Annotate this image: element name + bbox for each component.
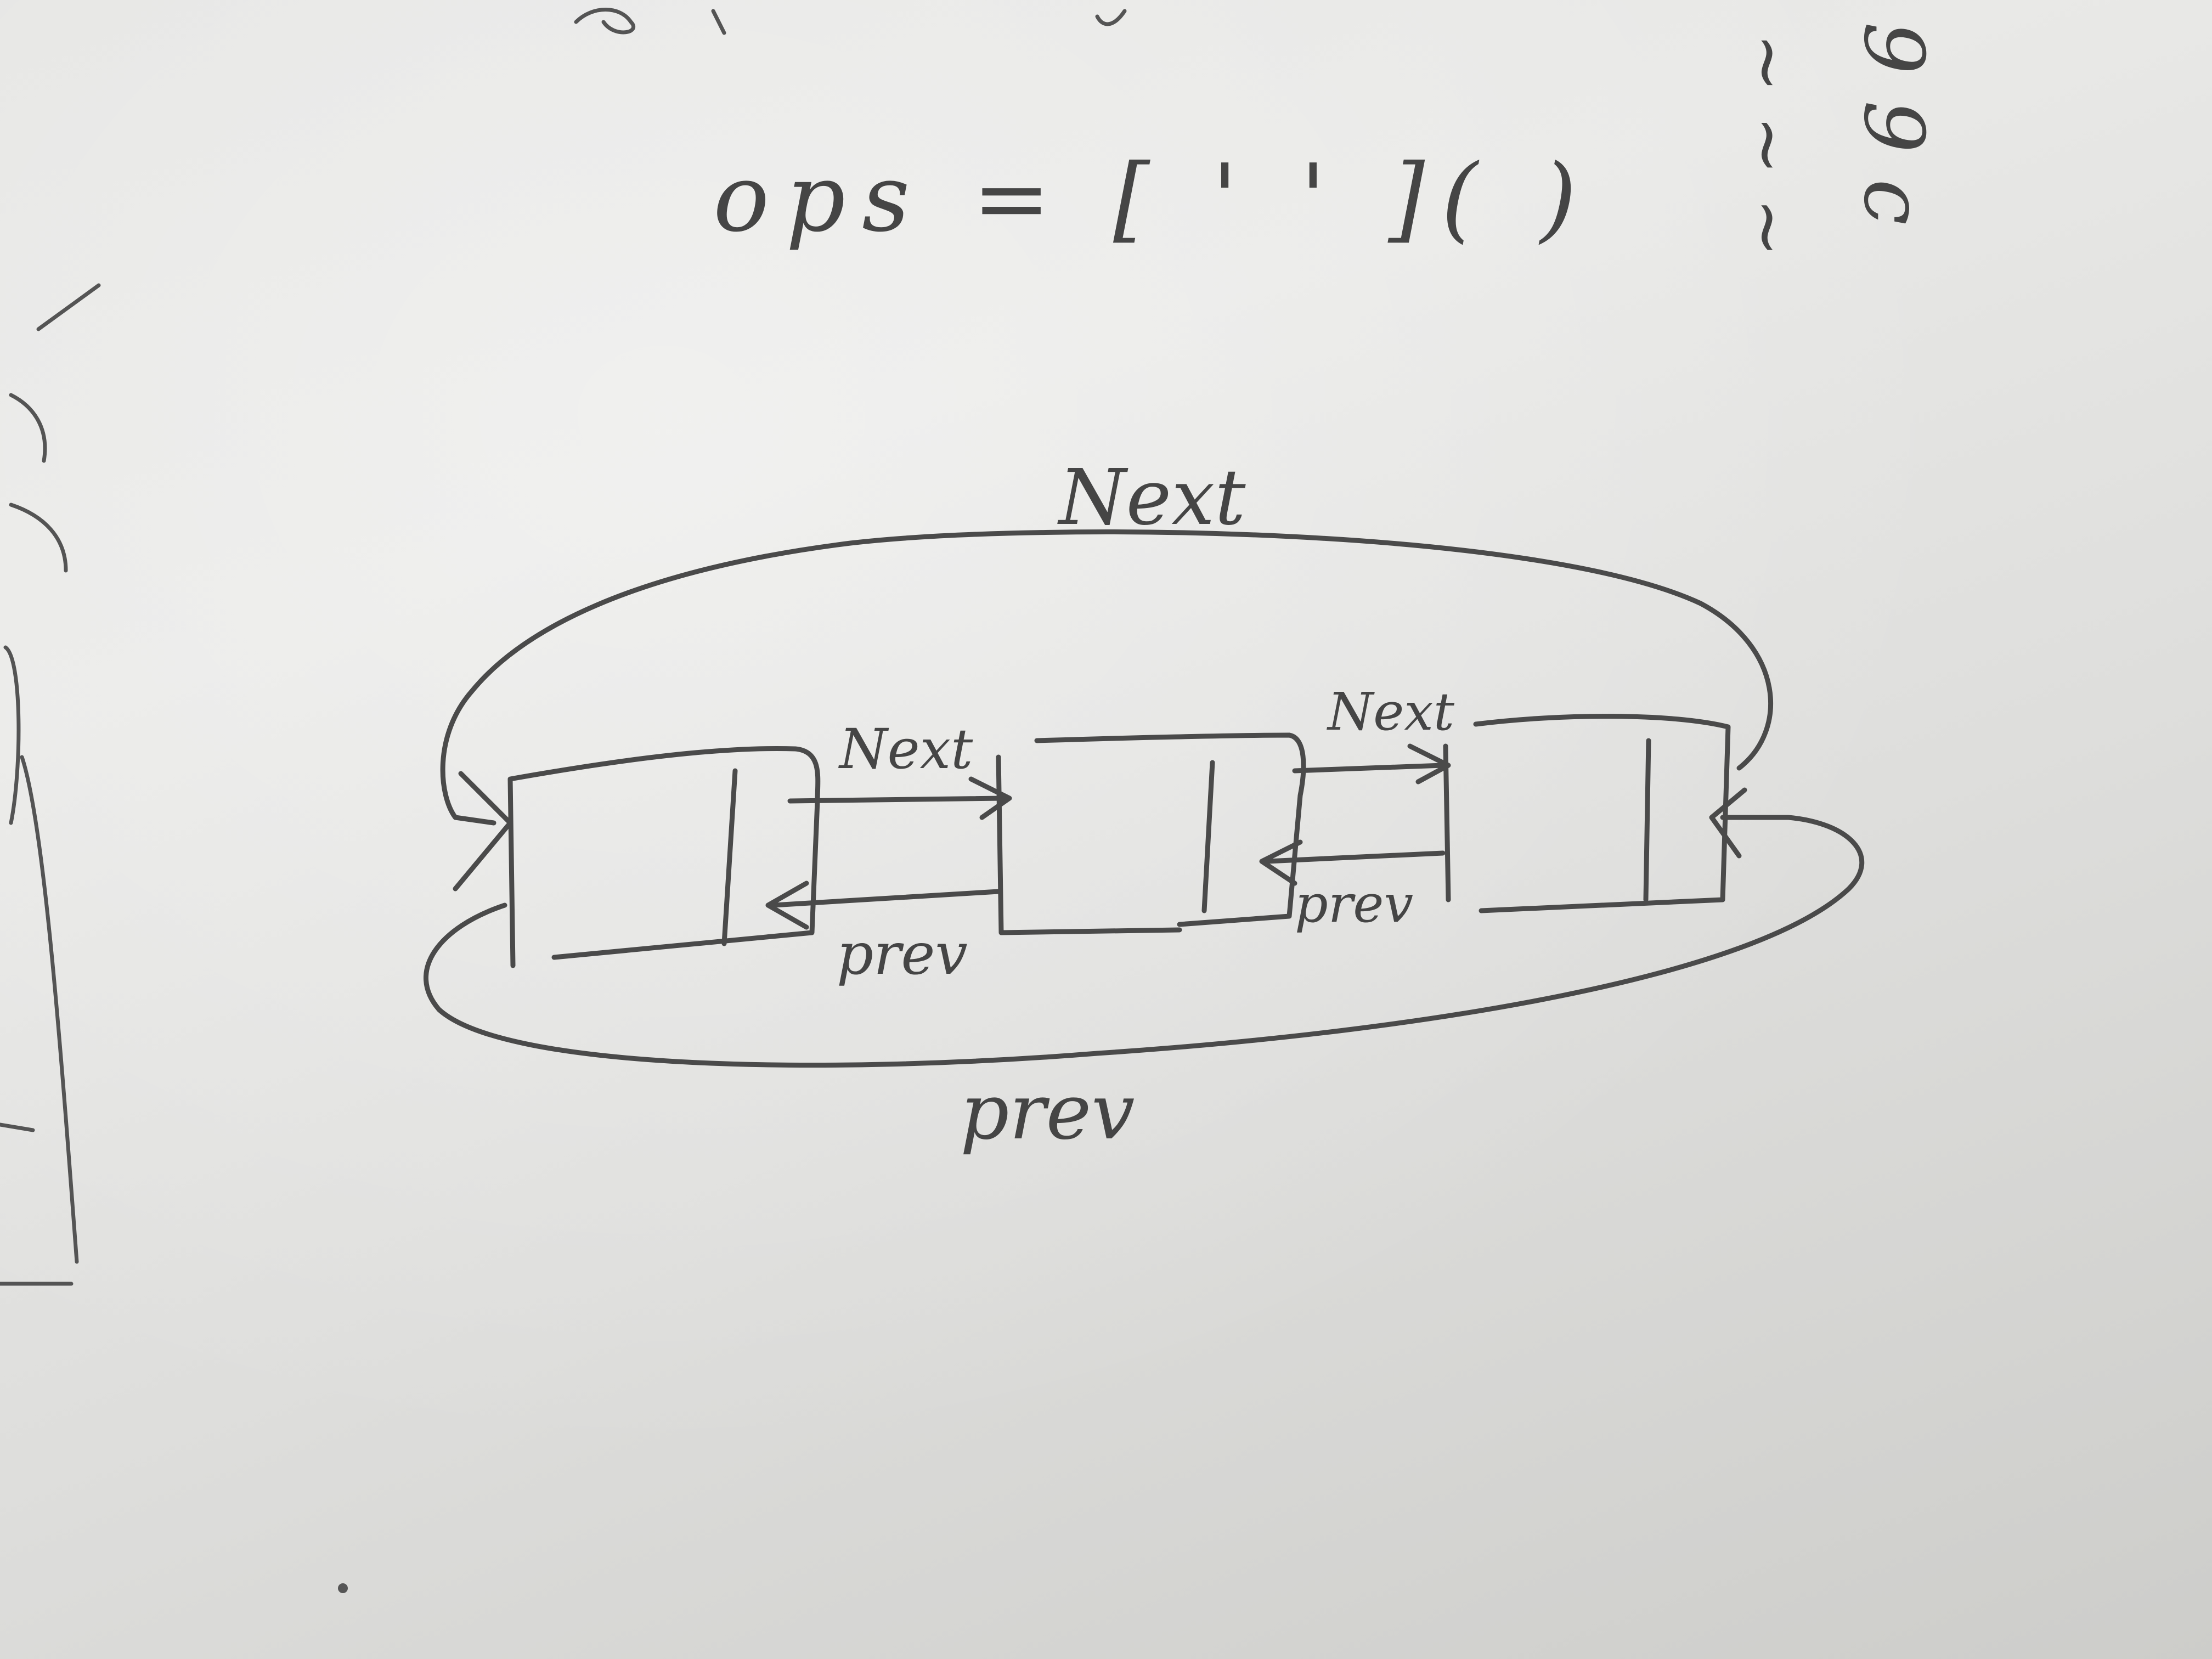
outer-next-arrowhead [453, 771, 513, 891]
outer-prev-arrowhead [1709, 787, 1747, 859]
margin-note-b: 9 9 c [1846, 22, 1941, 225]
node-2-divider [1201, 760, 1215, 913]
outer-prev-arc [423, 815, 1865, 1068]
top-scribble [574, 8, 1127, 35]
prev-label-2: prev [1295, 874, 1413, 934]
node-1-box [507, 746, 821, 968]
prev-arrow-2 [1259, 839, 1446, 886]
next-arrow-2 [1292, 743, 1451, 785]
margin-note-a: ~ ~ ~ [1728, 33, 1811, 257]
node-2-box [996, 732, 1306, 935]
node-3 [1443, 714, 1731, 913]
node-3-box [1443, 714, 1731, 913]
prev-label-1: prev [837, 921, 968, 988]
outer-next-arc [440, 529, 1773, 826]
outer-prev-label: prev [960, 1068, 1135, 1157]
node-3-divider [1643, 738, 1651, 902]
node-1 [507, 746, 821, 968]
next-arrow-1 [787, 776, 1012, 820]
node-2 [996, 732, 1306, 935]
pencil-dot [338, 1583, 348, 1593]
formula-text: ops = [ ' ' ]( ) [713, 144, 1593, 253]
node-1-divider [721, 768, 738, 946]
next-label-2: Next [1327, 682, 1455, 742]
left-margin-marks [0, 283, 101, 1286]
next-label-1: Next [838, 717, 973, 781]
outer-next-label: Next [1057, 453, 1246, 543]
prev-arrow-1 [765, 881, 1001, 930]
